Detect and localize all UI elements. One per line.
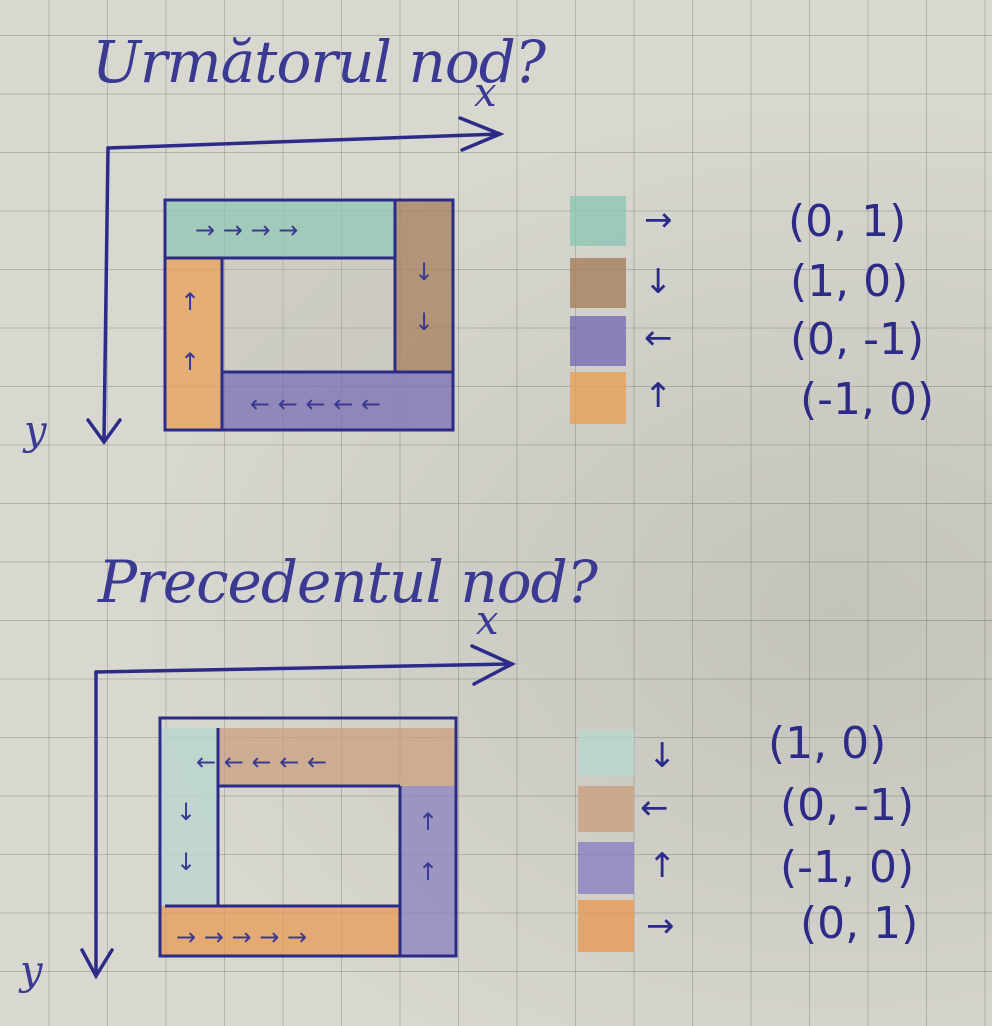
section-2-legend-swatch-4 <box>578 900 634 952</box>
section-2-top-band <box>218 728 456 786</box>
section-1-legend-arrow-4: ↑ <box>644 376 673 416</box>
section-1-vector-3: (0, -1) <box>790 314 925 365</box>
section-1-legend-swatch-3 <box>570 316 626 366</box>
section-1-vector-2: (1, 0) <box>790 256 909 307</box>
section-2-title: Precedentul nod? <box>98 548 598 616</box>
section-2-legend-arrow-1: ↓ <box>648 736 677 776</box>
section-1-legend-swatch-2 <box>570 258 626 308</box>
section-1-x-arrowhead <box>458 116 505 152</box>
svg-text:↓: ↓ <box>414 258 434 286</box>
section-2-right-band <box>400 786 456 956</box>
section-2-y-arrowhead <box>80 948 114 980</box>
section-2-vector-3: (-1, 0) <box>780 842 915 893</box>
svg-text:↑: ↑ <box>418 808 438 836</box>
section-1-left-band <box>165 258 222 430</box>
section-2-x-axis <box>94 662 514 674</box>
section-2-y-axis-label: y <box>20 948 43 994</box>
section-1-legend-arrow-1: → <box>644 200 673 240</box>
svg-text:↑: ↑ <box>180 288 200 316</box>
section-2-legend-swatch-2 <box>578 786 634 832</box>
section-1-bottom-band <box>222 372 454 430</box>
section-2-legend-arrow-3: ↑ <box>648 846 677 886</box>
svg-text:↑: ↑ <box>180 348 200 376</box>
section-2-legend-arrow-4: → <box>646 906 675 946</box>
section-1-x-axis-label: x <box>474 70 497 116</box>
section-2-axes <box>80 644 516 980</box>
section-1-y-axis <box>102 146 110 442</box>
section-2-vector-4: (0, 1) <box>800 898 919 949</box>
section-1-legend-swatch-1 <box>570 196 626 246</box>
section-1-vector-1: (0, 1) <box>788 196 907 247</box>
section-1-top-band <box>165 200 395 258</box>
svg-text:← ← ← ← ←: ← ← ← ← ← <box>250 390 381 418</box>
svg-text:→ → → →: → → → → <box>195 216 298 244</box>
section-1-legend-arrow-2: ↓ <box>644 262 673 302</box>
svg-text:↓: ↓ <box>414 308 434 336</box>
svg-text:↓: ↓ <box>176 798 196 826</box>
section-2-bottom-band <box>160 906 400 956</box>
section-1-frame: → → → → ↓ ↓ ← ← ← ← ← ↑ ↑ <box>163 198 455 432</box>
section-2-legend-arrow-2: ← <box>640 788 669 828</box>
section-2-legend-swatch-3 <box>578 842 634 894</box>
svg-text:→ → → → →: → → → → → <box>176 923 307 951</box>
section-1-y-arrowhead <box>86 418 122 445</box>
section-1-legend-arrow-3: ← <box>644 318 673 358</box>
section-2-left-band <box>160 728 218 906</box>
section-1-axes <box>86 116 505 445</box>
section-1-title: Următorul nod? <box>92 28 546 96</box>
svg-text:↑: ↑ <box>418 858 438 886</box>
section-1-legend-swatch-4 <box>570 372 626 424</box>
section-1-x-axis <box>106 132 502 150</box>
svg-text:← ← ← ← ←: ← ← ← ← ← <box>196 748 327 776</box>
section-2-x-axis-label: x <box>476 598 499 644</box>
section-2-vector-2: (0, -1) <box>780 780 915 831</box>
section-1-hatched-center <box>222 258 395 372</box>
section-2-vector-1: (1, 0) <box>768 718 887 769</box>
section-2-legend-swatch-1 <box>578 730 634 776</box>
section-1-y-axis-label: y <box>24 408 47 454</box>
section-1-right-band <box>395 200 453 372</box>
svg-text:↓: ↓ <box>176 848 196 876</box>
section-1-vector-4: (-1, 0) <box>800 374 935 425</box>
section-2-frame: ← ← ← ← ← ↓ ↓ ↑ ↑ → → → → → <box>158 716 458 958</box>
section-2-x-arrowhead <box>470 644 516 686</box>
